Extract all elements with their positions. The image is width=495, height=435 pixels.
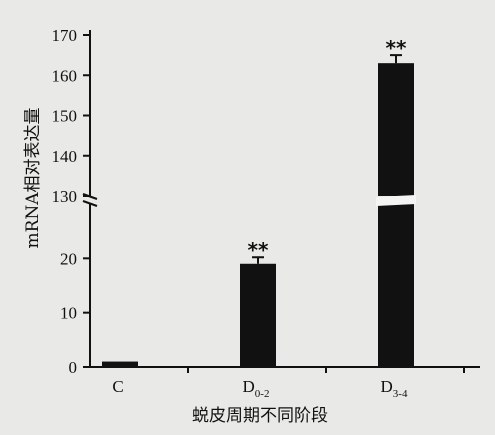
bars (102, 54, 416, 367)
y-axis-title: mRNA相对表达量 (23, 107, 43, 248)
x-axis-title: 蜕皮周期不同阶段 (192, 406, 328, 426)
x-tick-label: D3-4 (381, 377, 408, 400)
y-tick-label: 0 (69, 358, 78, 377)
y-tick-label: 140 (52, 147, 78, 166)
bar (378, 63, 414, 196)
y-tick-label: 160 (52, 66, 78, 85)
y-tick-label: 150 (52, 107, 78, 126)
x-tick-label-subscript: 3-4 (393, 388, 408, 400)
x-tick-label-base: D (243, 377, 255, 396)
x-tick-label-base: C (112, 377, 123, 396)
y-tick-label: 20 (60, 249, 77, 268)
bar (102, 361, 138, 367)
bar-break-gap (376, 195, 416, 206)
y-tick-label: 130 (52, 187, 78, 206)
labels: C**D0-2**D3-4 (112, 36, 408, 400)
significance-label: ** (386, 36, 407, 60)
axes: 0 10 20 130 140 150 160 170 (52, 26, 480, 377)
x-tick-label: D0-2 (243, 377, 270, 400)
bar (240, 263, 276, 367)
y-tick-label: 170 (52, 26, 78, 45)
axis-break-mark (82, 200, 98, 207)
bar (378, 204, 414, 367)
x-tick-label-base: D (381, 377, 393, 396)
x-tick-label-subscript: 0-2 (255, 388, 270, 400)
y-tick-label: 10 (60, 304, 77, 323)
significance-label: ** (248, 238, 269, 262)
x-tick-label: C (112, 377, 123, 396)
